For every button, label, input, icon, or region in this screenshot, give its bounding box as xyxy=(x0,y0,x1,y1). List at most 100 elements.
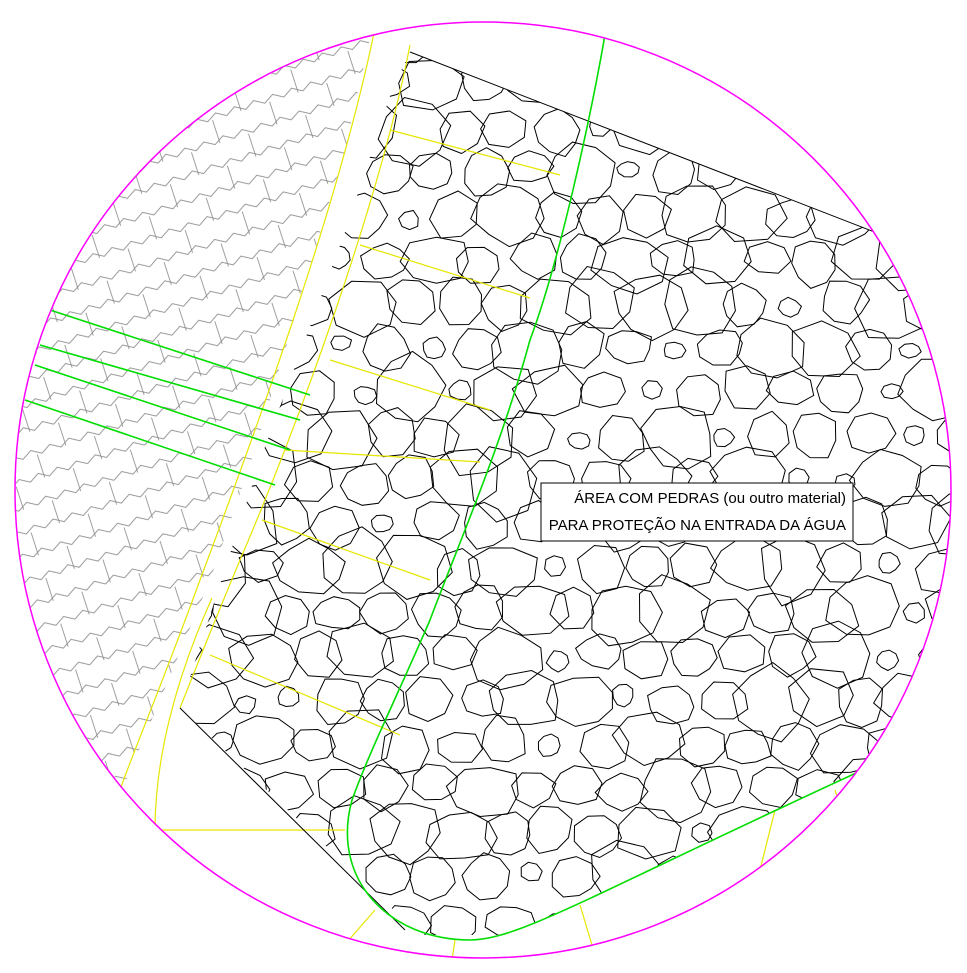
stone xyxy=(915,549,965,593)
stone xyxy=(545,914,566,932)
stone xyxy=(766,198,815,238)
stone xyxy=(512,365,583,416)
stone xyxy=(692,823,712,842)
stone xyxy=(849,449,921,506)
stone xyxy=(340,464,388,506)
stone xyxy=(430,191,478,238)
stone xyxy=(258,401,332,463)
stone xyxy=(160,121,182,136)
stone xyxy=(465,148,510,196)
stone xyxy=(913,192,962,233)
stone xyxy=(653,856,696,906)
stone xyxy=(479,8,545,76)
stone xyxy=(555,948,603,973)
stone xyxy=(580,724,629,768)
stone xyxy=(613,684,633,707)
stone xyxy=(446,768,518,817)
stone xyxy=(217,851,260,893)
stone xyxy=(521,862,542,881)
stone xyxy=(795,850,842,894)
stone xyxy=(718,635,765,672)
stone xyxy=(884,210,904,225)
stone xyxy=(470,447,537,522)
stone xyxy=(496,586,569,635)
stone xyxy=(899,344,921,359)
stone xyxy=(665,267,736,335)
stone xyxy=(328,245,350,269)
stone xyxy=(847,413,896,453)
stone xyxy=(646,64,691,100)
stone xyxy=(725,106,772,153)
stone xyxy=(462,853,510,900)
stone xyxy=(281,894,350,950)
stone xyxy=(855,20,920,65)
stone xyxy=(410,857,456,901)
stone xyxy=(223,947,268,973)
stone xyxy=(870,906,914,946)
stone xyxy=(662,186,725,242)
stone xyxy=(962,286,967,322)
stone xyxy=(323,527,392,594)
stone xyxy=(677,19,727,57)
stone xyxy=(882,495,951,549)
stone xyxy=(527,23,577,62)
stone xyxy=(626,546,669,586)
stone xyxy=(485,907,535,939)
stone xyxy=(414,502,459,540)
stone xyxy=(520,279,591,335)
stone xyxy=(855,277,927,338)
stone xyxy=(465,502,508,549)
stone xyxy=(507,411,554,457)
stone xyxy=(905,890,967,960)
stone xyxy=(911,22,957,63)
stone xyxy=(925,584,967,639)
stone xyxy=(725,366,770,409)
stone xyxy=(952,256,967,272)
stone xyxy=(568,433,590,449)
stone xyxy=(806,192,881,245)
stone xyxy=(449,380,471,400)
stone xyxy=(725,904,772,942)
stone xyxy=(560,234,606,279)
stone xyxy=(617,890,682,955)
stone xyxy=(789,669,854,727)
stone xyxy=(759,865,778,880)
stone xyxy=(559,322,604,369)
stone xyxy=(932,819,953,838)
stone xyxy=(278,686,299,706)
stone xyxy=(205,912,229,931)
stone xyxy=(143,25,189,63)
stone xyxy=(423,337,445,359)
stone xyxy=(801,58,847,107)
stone xyxy=(749,940,794,973)
stone xyxy=(714,429,735,447)
stone xyxy=(677,375,721,416)
stone xyxy=(545,556,566,576)
stone xyxy=(855,951,875,971)
stone xyxy=(233,716,294,764)
stone xyxy=(771,810,820,849)
stone xyxy=(716,187,787,242)
stone xyxy=(592,586,663,646)
stone xyxy=(810,725,881,773)
stone xyxy=(892,69,942,107)
stone xyxy=(265,596,309,635)
stone xyxy=(399,211,419,230)
stone xyxy=(361,243,410,279)
stone xyxy=(481,111,526,147)
stone xyxy=(617,162,640,177)
stone xyxy=(898,359,964,421)
stone xyxy=(592,840,661,906)
stone xyxy=(366,854,411,895)
stone xyxy=(471,184,544,247)
stone xyxy=(462,680,504,716)
stone xyxy=(719,7,785,81)
stone xyxy=(648,686,694,724)
stone xyxy=(594,913,616,933)
stone xyxy=(581,372,626,407)
stone xyxy=(187,956,208,973)
stone xyxy=(265,772,313,811)
stone xyxy=(744,242,791,274)
stone xyxy=(139,901,186,935)
stone xyxy=(295,631,342,677)
